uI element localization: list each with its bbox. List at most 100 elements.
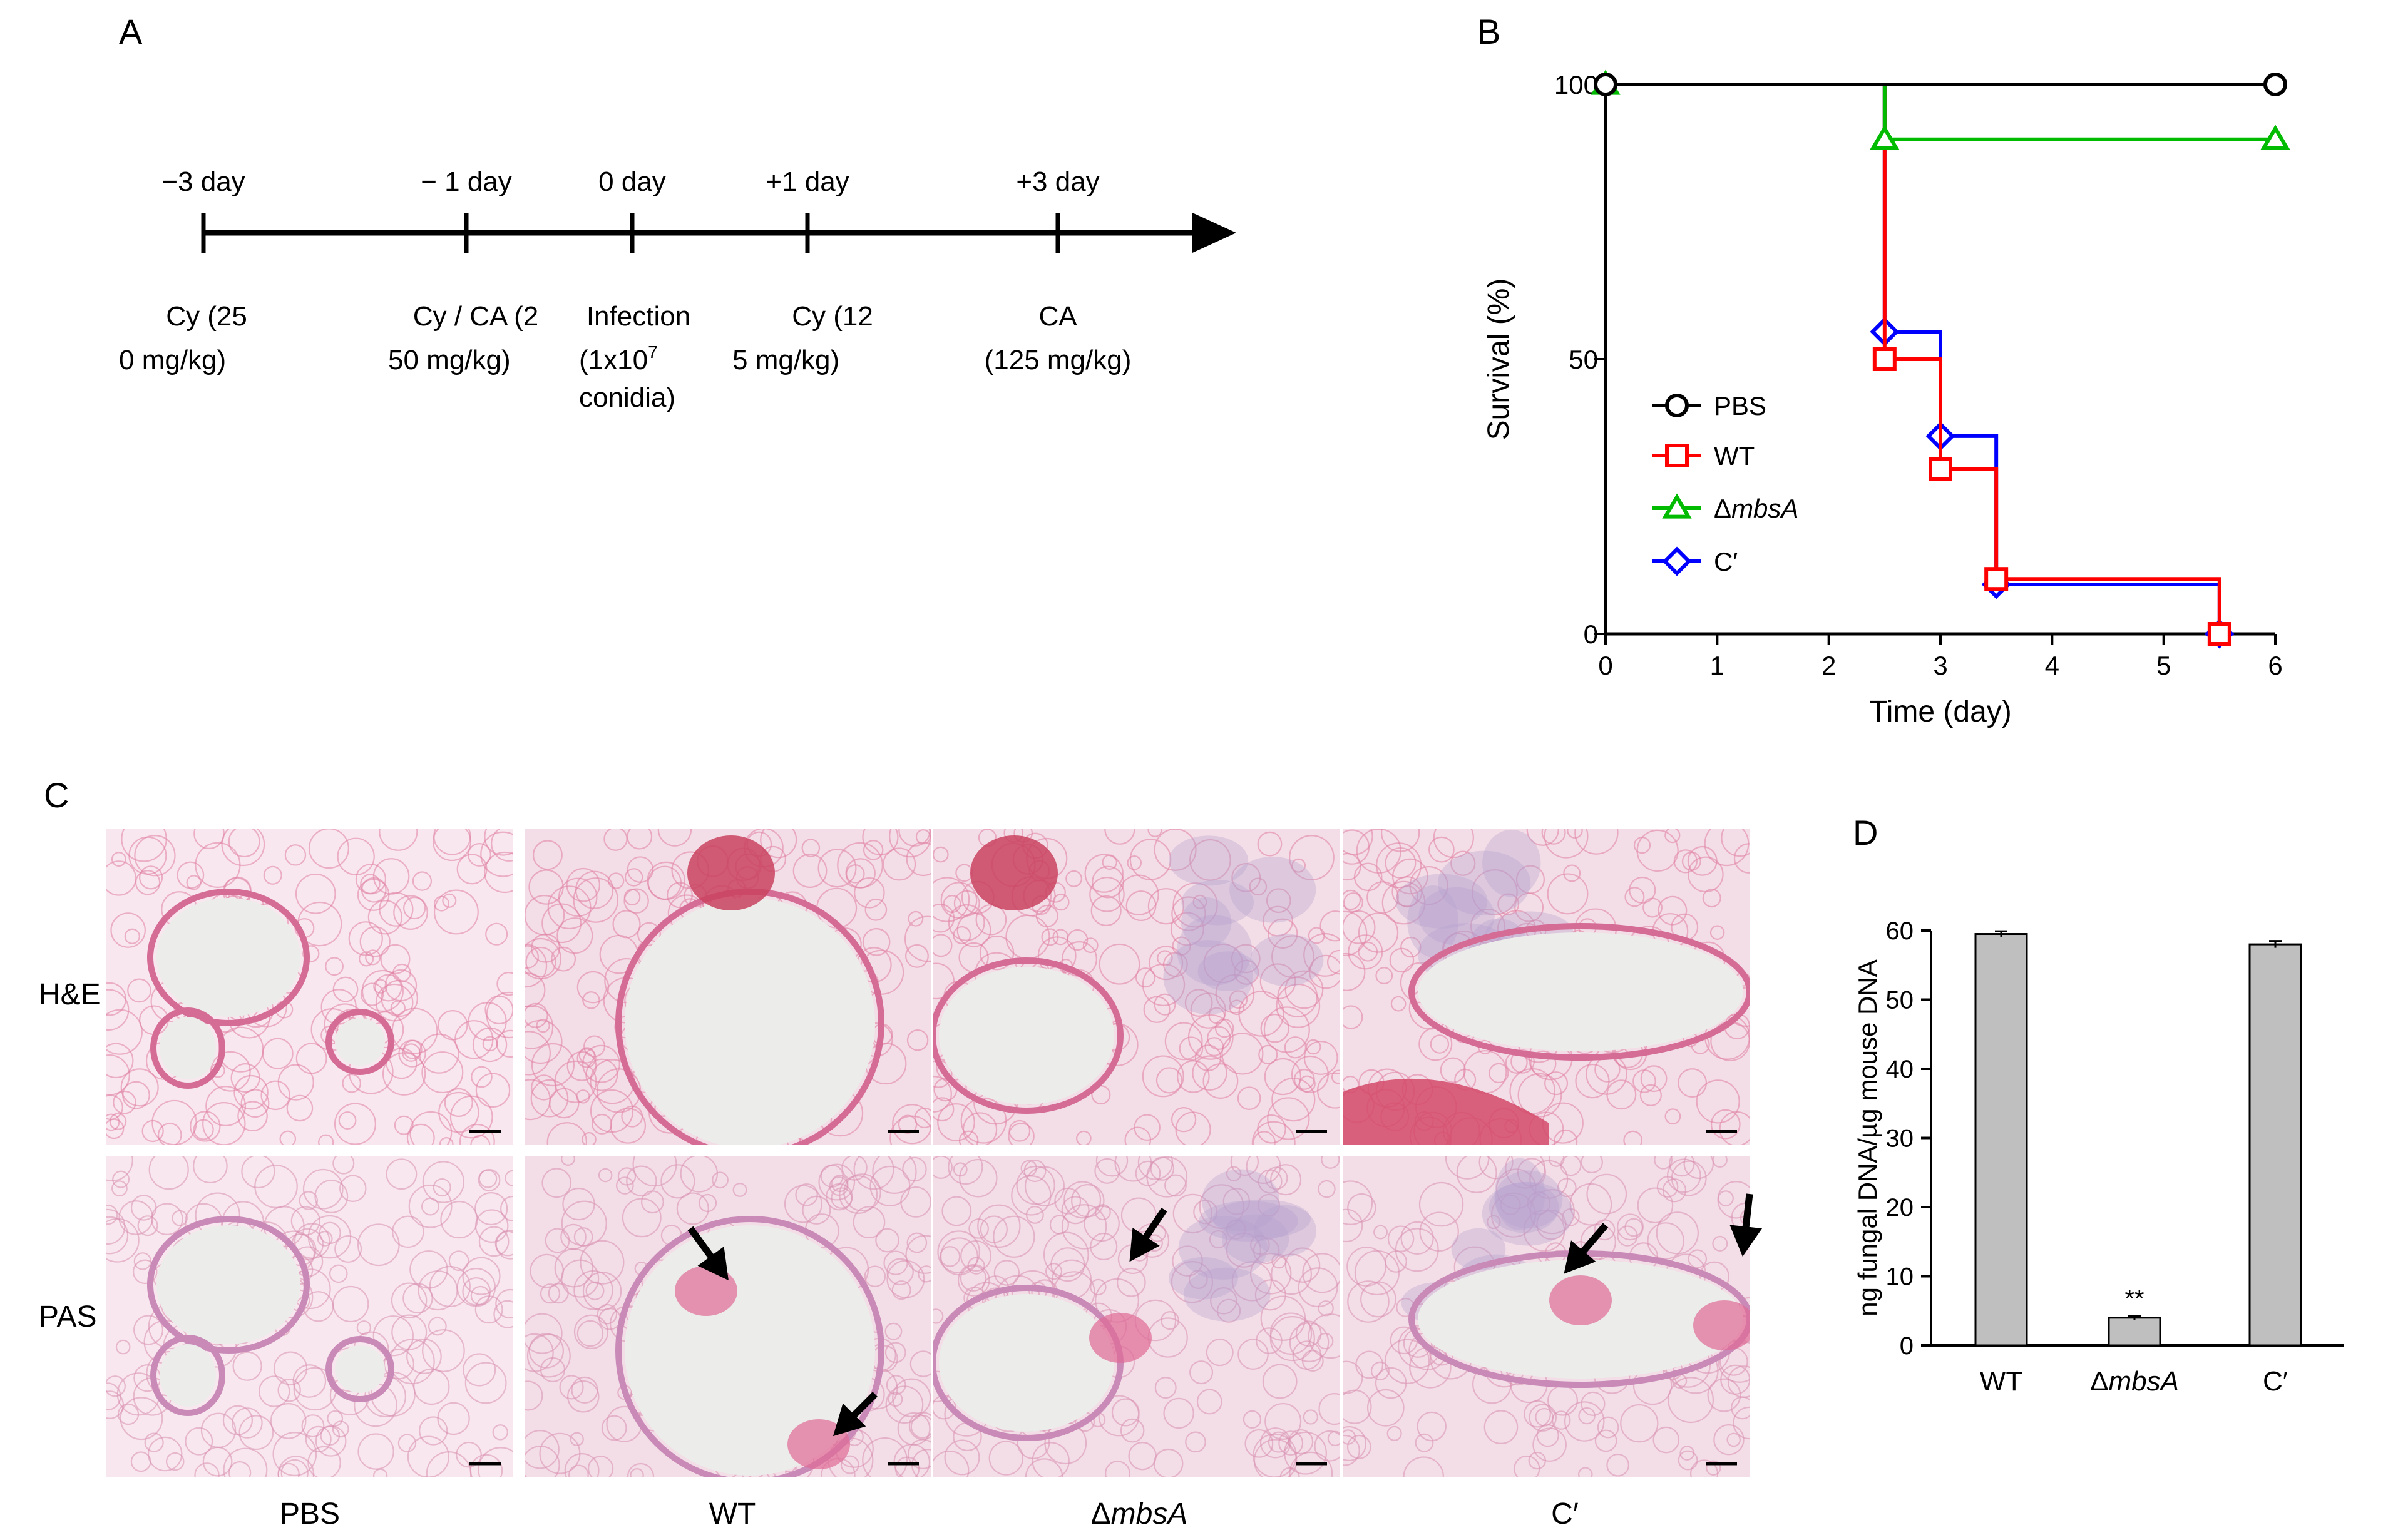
cell-cluster	[1181, 897, 1232, 948]
row-label-he: H&E	[39, 978, 101, 1011]
alveolus	[623, 888, 649, 914]
alveolus	[894, 1456, 920, 1477]
alveolus	[1267, 1097, 1310, 1140]
alveolus	[292, 1364, 327, 1398]
alveolus	[471, 1066, 493, 1088]
timepoint-description: 50 mg/kg)	[388, 345, 511, 375]
alveolus	[1721, 829, 1750, 857]
alveolus	[1647, 1222, 1684, 1260]
alveolus	[110, 912, 146, 948]
alveolus	[576, 1320, 604, 1347]
alveolus	[647, 861, 686, 900]
alveolus	[1090, 1232, 1118, 1261]
alveolus	[1024, 1166, 1065, 1206]
alveolus	[1679, 1446, 1695, 1461]
alveolus	[357, 1433, 394, 1470]
y-tick-label: 50	[1886, 987, 1914, 1014]
alveolus	[1207, 1026, 1231, 1050]
airway-wall	[933, 957, 1124, 1114]
alveolus	[1428, 836, 1455, 863]
alveolus	[380, 944, 411, 974]
panel-letter-a: A	[119, 12, 143, 51]
alveolus	[1244, 1429, 1274, 1458]
alveolus	[795, 1183, 818, 1206]
alveolus	[1210, 1287, 1237, 1315]
alveolus	[433, 895, 450, 912]
alveolus	[302, 945, 320, 962]
alveolus	[1142, 1055, 1184, 1098]
alveolus	[1386, 1425, 1402, 1441]
alveolus	[438, 1010, 468, 1041]
alveolus	[1671, 1160, 1707, 1196]
legend-label: C′	[1714, 547, 1738, 576]
alveolus	[660, 1164, 695, 1199]
alveolus	[958, 1130, 979, 1145]
alveolus	[1639, 1084, 1662, 1106]
alveolus	[342, 1073, 361, 1093]
alveolus	[884, 1322, 903, 1340]
alveolus	[525, 895, 565, 936]
alveolus	[1269, 1312, 1313, 1355]
alveolus	[1375, 967, 1393, 985]
alveolus	[554, 1060, 597, 1103]
alveolus	[601, 1415, 627, 1441]
micrograph-content	[933, 1156, 1340, 1477]
alveolus	[551, 946, 576, 972]
alveolus	[1262, 905, 1293, 937]
alveolus	[840, 1455, 859, 1474]
micrograph-content	[1343, 829, 1750, 1145]
alveolus	[530, 1079, 569, 1118]
alveolus	[1171, 896, 1206, 931]
alveolus	[1155, 1067, 1183, 1094]
alveolus	[1226, 1166, 1242, 1181]
alveolus	[1271, 1253, 1312, 1295]
alveolus	[1707, 1378, 1741, 1412]
category-label: C′	[2263, 1366, 2288, 1397]
marker-circle	[2263, 73, 2287, 96]
alveolus	[915, 829, 931, 845]
alveolus	[141, 1119, 164, 1143]
alveolus	[158, 1123, 182, 1145]
y-tick-label: 30	[1886, 1125, 1914, 1153]
alveolus	[536, 1018, 550, 1033]
alveolus	[106, 1218, 140, 1263]
alveolus	[223, 1447, 268, 1477]
alveolus	[1050, 1247, 1085, 1282]
marker-square	[1665, 444, 1689, 467]
alveolus	[908, 910, 924, 927]
alveolus	[829, 1176, 849, 1196]
alveolus	[1094, 1204, 1111, 1221]
arrow-icon	[1129, 1227, 1160, 1262]
series-pbs	[1594, 73, 2287, 96]
row-label-pas: PAS	[39, 1300, 96, 1333]
alveolus	[566, 1051, 597, 1081]
alveolus	[623, 889, 641, 905]
alveolus	[474, 1192, 508, 1226]
alveolus	[1400, 1221, 1434, 1255]
alveolus	[1147, 829, 1162, 837]
alveolus	[402, 1039, 423, 1059]
timepoint-description: conidia)	[579, 382, 675, 413]
alveolus	[1575, 1064, 1610, 1099]
airway-lumen	[335, 1345, 385, 1393]
alveolus	[1234, 959, 1259, 985]
alveolus	[1246, 1156, 1281, 1184]
legend-item: PBS	[1652, 391, 1766, 421]
alveolus	[854, 877, 885, 909]
cell-cluster	[1253, 1205, 1317, 1257]
alveolus	[906, 1232, 928, 1253]
alveolus	[1090, 895, 1122, 926]
alveolus	[539, 1432, 581, 1474]
alveolus	[132, 1259, 158, 1285]
alveolus	[391, 1282, 428, 1318]
timepoint-label: +1 day	[766, 166, 849, 197]
alveolus	[1669, 1156, 1695, 1177]
alveolus	[627, 856, 654, 883]
alveolus	[1532, 1427, 1567, 1462]
alveolus	[106, 1156, 133, 1182]
alveolus	[933, 846, 949, 863]
alveolus	[106, 1216, 129, 1255]
alveolus	[428, 1317, 447, 1336]
alveolus	[802, 1195, 831, 1225]
airway-wall	[147, 889, 310, 1026]
